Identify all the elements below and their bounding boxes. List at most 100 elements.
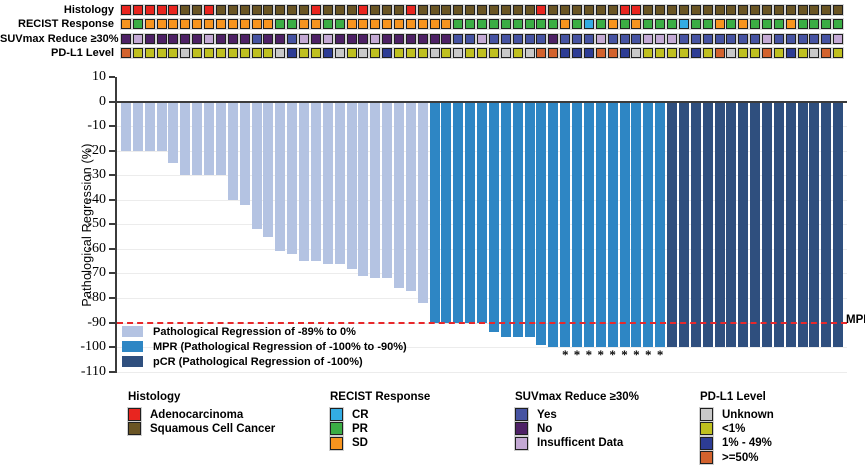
gridline: [117, 371, 847, 373]
patient-bar: [821, 101, 832, 348]
annotation-square: [785, 47, 796, 58]
annotation-square: [358, 33, 369, 44]
annotation-square: [429, 33, 440, 44]
annotation-square: [643, 5, 654, 15]
annotation-square: [678, 5, 689, 15]
asterisk-marker: *: [645, 347, 652, 362]
annotation-square: [714, 47, 725, 58]
annotation-square: [441, 5, 452, 15]
annotation-square: [548, 33, 559, 44]
y-tick-label: -40: [87, 191, 106, 207]
annotation-square: [761, 19, 772, 30]
annotation-square: [488, 47, 499, 58]
legend-header-recist-response: RECIST Response: [330, 391, 431, 403]
annotation-square: [536, 33, 547, 44]
annotation-square: [180, 5, 191, 15]
legend-item: <1%: [700, 422, 745, 436]
annotation-square: [358, 47, 369, 58]
annotation-square: [702, 33, 713, 44]
annotation-square: [382, 47, 393, 58]
annotation-square: [524, 5, 535, 15]
annotation-square: [287, 47, 298, 58]
annotation-square: [180, 47, 191, 58]
annotation-square: [572, 19, 583, 30]
annotation-square: [180, 33, 191, 44]
patient-bar: [500, 101, 511, 338]
annotation-square: [488, 19, 499, 30]
annotation-square: [619, 33, 630, 44]
patient-bar: [263, 101, 274, 237]
annotation-square: [441, 33, 452, 44]
y-tick-label: -90: [87, 314, 106, 330]
annotation-square: [655, 33, 666, 44]
annotation-square: [275, 19, 286, 30]
annotation-square: [607, 19, 618, 30]
annotation-square: [583, 5, 594, 15]
legend-swatch: [700, 436, 713, 450]
annotation-square: [382, 5, 393, 15]
legend-item-label: Squamous Cell Cancer: [150, 422, 276, 435]
mpr-line-label: MPR: [846, 314, 865, 326]
annotation-square: [702, 5, 713, 15]
annotation-square: [168, 47, 179, 58]
annotation-square: [595, 33, 606, 44]
annotation-square: [132, 5, 143, 15]
annotation-square: [156, 47, 167, 58]
annotation-square: [595, 19, 606, 30]
annotation-square: [132, 47, 143, 58]
legend-header-histology: Histology: [128, 391, 181, 403]
annotation-square: [714, 33, 725, 44]
annotation-square: [500, 19, 511, 30]
legend-item: Squamous Cell Cancer: [128, 422, 276, 436]
annotation-square: [477, 33, 488, 44]
annotation-square: [299, 19, 310, 30]
annotation-square: [655, 5, 666, 15]
annotation-square: [168, 33, 179, 44]
annotation-square: [512, 5, 523, 15]
patient-bar: [251, 101, 262, 230]
annotation-square: [821, 19, 832, 30]
annotation-square: [797, 5, 808, 15]
legend-item: Adenocarcinoma: [128, 408, 243, 421]
y-tick-label: 10: [92, 68, 106, 84]
annotation-square: [394, 47, 404, 58]
y-tick-label: -60: [87, 240, 106, 256]
annotation-square: [370, 33, 381, 44]
annotation-square: [144, 5, 155, 15]
patient-bar: [121, 101, 131, 151]
annotation-square: [204, 33, 215, 44]
annotation-square: [310, 47, 321, 58]
annotation-square: [619, 47, 630, 58]
annotation-square: [536, 5, 547, 15]
annotation-square: [655, 47, 666, 58]
y-tick: [109, 100, 115, 103]
annotation-square: [607, 5, 618, 15]
y-tick-label: -20: [87, 142, 106, 158]
patient-bar: [809, 101, 820, 348]
legend-swatch: [700, 408, 713, 421]
legend-swatch: [330, 436, 343, 450]
annotation-square: [382, 33, 393, 44]
annotation-square: [583, 19, 594, 30]
annotation-square: [548, 47, 559, 58]
annotation-square: [833, 33, 844, 44]
legend-item: Unknown: [700, 408, 774, 421]
annotation-square: [417, 47, 428, 58]
annotation-square: [750, 33, 761, 44]
annotation-square: [263, 47, 274, 58]
annotation-square: [405, 33, 416, 44]
patient-bar: [156, 101, 167, 151]
y-tick: [109, 198, 115, 201]
y-tick: [109, 125, 115, 128]
patient-bar: [595, 101, 606, 348]
annotation-square: [346, 47, 357, 58]
gridline: [117, 347, 847, 349]
annotation-square: [750, 47, 761, 58]
annotation-square: [334, 33, 345, 44]
annotation-square: [607, 47, 618, 58]
annotation-square: [821, 47, 832, 58]
annotation-square: [192, 33, 203, 44]
asterisk-marker: *: [585, 347, 593, 362]
legend-item: >=50%: [700, 451, 758, 465]
mpr-swatch: [122, 341, 143, 352]
